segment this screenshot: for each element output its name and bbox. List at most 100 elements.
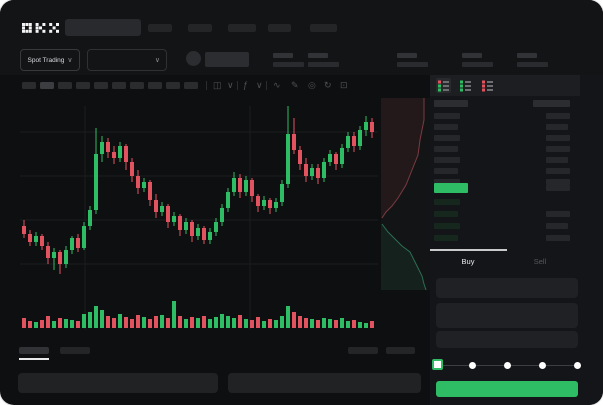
stat-label-placeholder bbox=[308, 53, 328, 58]
stat-pair-placeholder bbox=[273, 53, 313, 69]
ask-price-placeholder[interactable] bbox=[434, 113, 460, 119]
bid-price-placeholder[interactable] bbox=[434, 211, 458, 217]
timeframe-button[interactable] bbox=[148, 82, 162, 89]
slider-handle[interactable] bbox=[432, 359, 443, 370]
buy-submit-button[interactable] bbox=[436, 381, 578, 397]
timeframe-button[interactable] bbox=[130, 82, 144, 89]
ask-price-placeholder[interactable] bbox=[434, 146, 458, 152]
pencil-icon[interactable]: ✎ bbox=[291, 80, 299, 90]
stat-value-placeholder bbox=[517, 62, 548, 67]
history-icon[interactable]: ↻ bbox=[324, 80, 332, 90]
okx-logo bbox=[22, 23, 59, 33]
last-amount-placeholder bbox=[546, 185, 570, 191]
timeframe-button[interactable] bbox=[166, 82, 180, 89]
bottom-panel-box bbox=[18, 373, 218, 393]
ask-price-placeholder[interactable] bbox=[434, 157, 460, 163]
line-tool-icon[interactable]: ∿ bbox=[273, 80, 281, 90]
timeframe-button[interactable] bbox=[22, 82, 36, 89]
chevron-down-icon[interactable]: ∨ bbox=[256, 80, 263, 90]
toolbar-divider bbox=[237, 81, 238, 90]
orderbook-asks-icon[interactable] bbox=[480, 78, 495, 93]
market-type-dropdown[interactable]: Spot Trading ∨ bbox=[20, 49, 80, 71]
toolbar-divider bbox=[266, 81, 267, 90]
order-input-field-2[interactable] bbox=[436, 303, 578, 328]
stat-pair-placeholder bbox=[462, 53, 502, 69]
chevron-down-icon[interactable]: ∨ bbox=[227, 80, 234, 90]
timeframe-button[interactable] bbox=[94, 82, 108, 89]
bid-price-placeholder[interactable] bbox=[434, 199, 460, 205]
nav-item-placeholder[interactable] bbox=[228, 24, 256, 32]
ask-amount-placeholder bbox=[546, 146, 570, 152]
last-price-badge[interactable] bbox=[434, 183, 468, 193]
order-input-field-1[interactable] bbox=[436, 278, 578, 298]
stat-label-placeholder bbox=[517, 53, 537, 58]
search-bar-placeholder[interactable] bbox=[65, 19, 141, 36]
active-tab-indicator bbox=[19, 358, 49, 360]
bottom-action-placeholder[interactable] bbox=[348, 347, 378, 354]
orderbook-view-strip bbox=[430, 75, 580, 96]
stat-value-placeholder bbox=[397, 62, 428, 67]
tab-sell[interactable]: Sell bbox=[533, 257, 547, 266]
bottom-tab-placeholder[interactable] bbox=[19, 347, 49, 354]
pair-name-placeholder bbox=[205, 52, 249, 67]
stat-label-placeholder bbox=[397, 53, 417, 58]
bid-price-placeholder[interactable] bbox=[434, 235, 458, 241]
stat-value-placeholder bbox=[308, 62, 339, 67]
stat-pair-placeholder bbox=[397, 53, 437, 69]
orderbook-bids-icon[interactable] bbox=[458, 78, 473, 93]
slider-stop-dot[interactable] bbox=[539, 362, 546, 369]
coin-avatar bbox=[186, 51, 201, 66]
timeframe-button[interactable] bbox=[112, 82, 126, 89]
nav-item-placeholder[interactable] bbox=[268, 24, 291, 32]
price-header-placeholder bbox=[434, 100, 468, 107]
toolbar-divider bbox=[206, 81, 207, 90]
fullscreen-icon[interactable]: ⊡ bbox=[340, 80, 348, 90]
stat-pair-placeholder bbox=[308, 53, 348, 69]
bid-amount-placeholder bbox=[546, 235, 570, 241]
timeframe-button[interactable] bbox=[76, 82, 90, 89]
nav-item-placeholder[interactable] bbox=[310, 24, 337, 32]
indicators-icon[interactable]: ƒ bbox=[243, 80, 249, 90]
timeframe-button[interactable] bbox=[184, 82, 198, 89]
candle-type-icon[interactable]: ◫ bbox=[213, 80, 222, 90]
ask-price-placeholder[interactable] bbox=[434, 168, 458, 174]
stat-value-placeholder bbox=[273, 62, 304, 67]
candlestick-chart[interactable] bbox=[18, 96, 430, 336]
nav-item-placeholder[interactable] bbox=[148, 24, 172, 32]
ask-amount-placeholder bbox=[546, 168, 570, 174]
bottom-tab-placeholder[interactable] bbox=[60, 347, 90, 354]
slider-stop-dot[interactable] bbox=[574, 362, 581, 369]
ask-price-placeholder[interactable] bbox=[434, 135, 460, 141]
pair-select-dropdown[interactable]: ∨ bbox=[87, 49, 167, 71]
stat-pair-placeholder bbox=[517, 53, 557, 69]
timeframe-button[interactable] bbox=[40, 82, 54, 89]
bid-price-placeholder[interactable] bbox=[434, 223, 460, 229]
bid-amount-placeholder bbox=[546, 223, 568, 229]
ask-amount-placeholder bbox=[546, 113, 570, 119]
market-type-label: Spot Trading bbox=[27, 56, 65, 64]
ask-price-placeholder[interactable] bbox=[434, 124, 458, 130]
order-book-panel bbox=[430, 75, 603, 405]
timeframe-button[interactable] bbox=[58, 82, 72, 89]
chevron-down-icon: ∨ bbox=[67, 56, 73, 64]
slider-stop-dot[interactable] bbox=[469, 362, 476, 369]
orderbook-both-icon[interactable] bbox=[436, 78, 451, 93]
camera-icon[interactable]: ◎ bbox=[308, 80, 316, 90]
ask-amount-placeholder bbox=[546, 179, 570, 185]
order-input-field-3[interactable] bbox=[436, 331, 578, 348]
buy-tab-indicator bbox=[430, 249, 507, 251]
tab-buy[interactable]: Buy bbox=[461, 257, 475, 266]
ask-amount-placeholder bbox=[546, 157, 568, 163]
slider-stop-dot[interactable] bbox=[504, 362, 511, 369]
stat-label-placeholder bbox=[273, 53, 293, 58]
stat-label-placeholder bbox=[462, 53, 482, 58]
stat-value-placeholder bbox=[462, 62, 493, 67]
nav-item-placeholder[interactable] bbox=[188, 24, 212, 32]
ask-price-placeholder[interactable] bbox=[434, 179, 460, 185]
amount-header-placeholder bbox=[533, 100, 570, 107]
chevron-down-icon: ∨ bbox=[154, 56, 160, 64]
bid-amount-placeholder bbox=[546, 211, 570, 217]
ask-amount-placeholder bbox=[546, 135, 570, 141]
bottom-action-placeholder[interactable] bbox=[386, 347, 415, 354]
